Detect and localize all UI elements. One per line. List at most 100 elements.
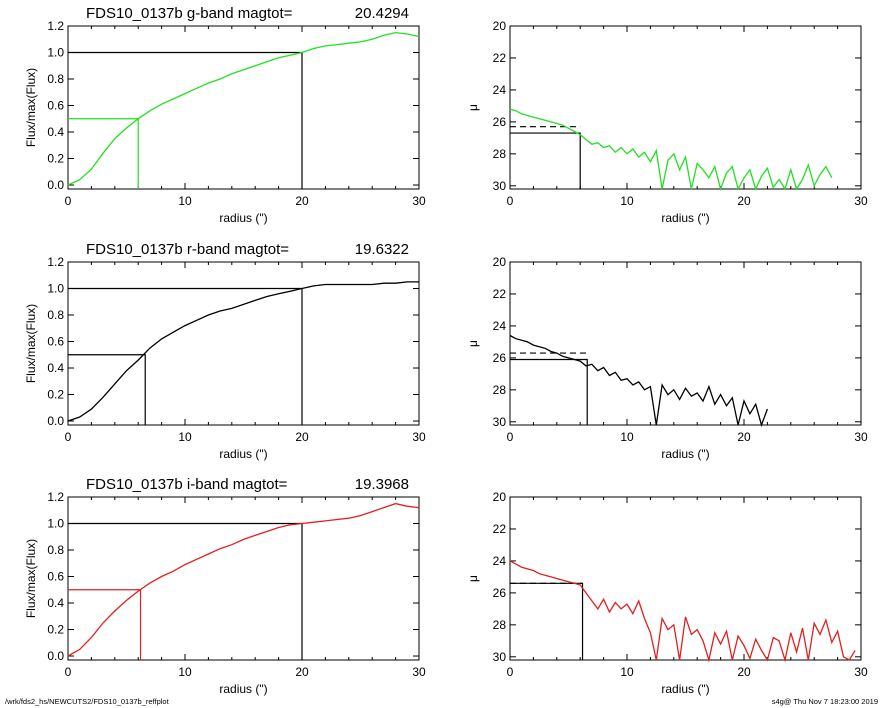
y-axis-label: μ (466, 575, 480, 582)
y-tick-label: 22 (493, 522, 507, 536)
x-tick-label: 20 (737, 665, 751, 679)
y-tick-label: 0.0 (47, 649, 64, 663)
x-tick-label: 0 (507, 430, 514, 444)
plot-frame (509, 261, 862, 426)
y-tick-label: 1.2 (47, 255, 64, 269)
x-axis-label: radius (") (219, 682, 267, 696)
y-tick-label: 0.4 (47, 361, 64, 375)
y-axis-label: μ (466, 104, 480, 111)
x-tick-label: 20 (295, 665, 309, 679)
y-tick-label: 24 (493, 554, 507, 568)
y-tick-label: 1.0 (47, 282, 64, 296)
panels-layer: 0 10 20 30 0.0 0.2 0.4 0.6 0.8 1.0 1.2 radius (") Fl… (24, 5, 868, 696)
y-tick-label: 26 (493, 115, 507, 129)
x-tick-label: 10 (620, 194, 634, 208)
plot-frame (509, 496, 862, 661)
x-tick-label: 0 (65, 430, 72, 444)
plot-frame (509, 25, 862, 190)
y-tick-label: 28 (493, 383, 507, 397)
panel-i-growth: 0 10 20 30 0.0 0.2 0.4 0.6 0.8 1.0 1.2 radius (") Fl… (24, 476, 426, 696)
growth-curve (67, 281, 419, 422)
total-flux-marker (68, 287, 303, 425)
y-tick-label: 1.2 (47, 490, 64, 504)
growth-curve (67, 502, 420, 657)
x-tick-label: 20 (737, 194, 751, 208)
y-tick-label: 0.0 (47, 414, 64, 428)
footer-path: /wrk/fds2_hs/NEWCUTS2/FDS10_0137b_reffpl… (5, 697, 170, 706)
y-axis-label: Flux/max(Flux) (24, 304, 38, 383)
x-axis-label: radius (") (661, 682, 709, 696)
y-tick-label: 0.8 (47, 308, 64, 322)
panel-title: FDS10_0137b g-band magtot= (86, 5, 293, 22)
y-tick-label: 22 (493, 51, 507, 65)
x-tick-label: 10 (620, 430, 634, 444)
y-tick-label: 20 (493, 490, 507, 504)
y-tick-label: 0.6 (47, 335, 64, 349)
y-tick-label: 28 (493, 147, 507, 161)
x-tick-label: 10 (178, 665, 192, 679)
y-tick-label: 30 (493, 179, 507, 193)
x-tick-label: 0 (65, 194, 72, 208)
y-tick-label: 0.6 (47, 99, 64, 113)
growth-curve (67, 31, 420, 186)
total-flux-marker (68, 51, 303, 189)
x-tick-label: 0 (507, 665, 514, 679)
y-tick-label: 26 (493, 586, 507, 600)
y-tick-label: 30 (493, 650, 507, 664)
plot-frame (67, 25, 420, 190)
y-axis-label: μ (466, 340, 480, 347)
footer-timestamp: s4g@ Thu Nov 7 18:23:00 2019 (772, 697, 878, 706)
plot-frame (67, 261, 420, 426)
y-tick-label: 24 (493, 83, 507, 97)
x-tick-label: 20 (295, 430, 309, 444)
y-tick-label: 0.4 (47, 596, 64, 610)
x-tick-label: 10 (620, 665, 634, 679)
y-tick-label: 1.0 (47, 517, 64, 531)
y-tick-label: 20 (493, 19, 507, 33)
y-tick-label: 0.2 (47, 623, 64, 637)
y-tick-label: 28 (493, 618, 507, 632)
magtot-value: 20.4294 (355, 5, 409, 22)
y-tick-label: 0.0 (47, 178, 64, 192)
x-tick-label: 0 (507, 194, 514, 208)
x-tick-label: 30 (854, 194, 868, 208)
surface-brightness-profile (509, 108, 833, 192)
y-tick-label: 0.8 (47, 72, 64, 86)
y-tick-label: 30 (493, 415, 507, 429)
magtot-value: 19.6322 (355, 241, 409, 258)
y-axis-label: Flux/max(Flux) (24, 539, 38, 618)
effective-radius-marker (510, 132, 581, 189)
y-tick-label: 1.2 (47, 19, 64, 33)
x-tick-label: 30 (854, 665, 868, 679)
y-tick-label: 24 (493, 319, 507, 333)
panel-title: FDS10_0137b r-band magtot= (86, 241, 289, 258)
panel-g-profile: 0 10 20 30 20 22 24 26 28 30 radius (") μ (466, 19, 868, 225)
y-tick-label: 0.2 (47, 388, 64, 402)
y-tick-label: 0.2 (47, 152, 64, 166)
y-tick-label: 20 (493, 255, 507, 269)
x-axis-label: radius (") (661, 211, 709, 225)
x-tick-label: 30 (412, 194, 426, 208)
y-tick-label: 0.6 (47, 570, 64, 584)
plot-frame (67, 496, 420, 661)
x-tick-label: 30 (854, 430, 868, 444)
magtot-value: 19.3968 (355, 476, 409, 493)
surface-brightness-profile (509, 334, 769, 428)
x-tick-label: 30 (412, 430, 426, 444)
y-axis-label: Flux/max(Flux) (24, 68, 38, 147)
x-axis-label: radius (") (219, 447, 267, 461)
y-tick-label: 26 (493, 351, 507, 365)
y-tick-label: 0.4 (47, 125, 64, 139)
panel-title: FDS10_0137b i-band magtot= (86, 476, 288, 493)
x-tick-label: 30 (412, 665, 426, 679)
x-tick-label: 20 (295, 194, 309, 208)
panel-r-growth: 0 10 20 30 0.0 0.2 0.4 0.6 0.8 1.0 1.2 radius (") Fl… (24, 241, 426, 461)
half-light-marker (68, 354, 146, 425)
x-axis-label: radius (") (219, 211, 267, 225)
x-tick-label: 10 (178, 430, 192, 444)
total-flux-marker (68, 522, 303, 660)
panel-r-profile: 0 10 20 30 20 22 24 26 28 30 radius (") μ (466, 255, 868, 461)
x-tick-label: 20 (737, 430, 751, 444)
x-tick-label: 10 (178, 194, 192, 208)
